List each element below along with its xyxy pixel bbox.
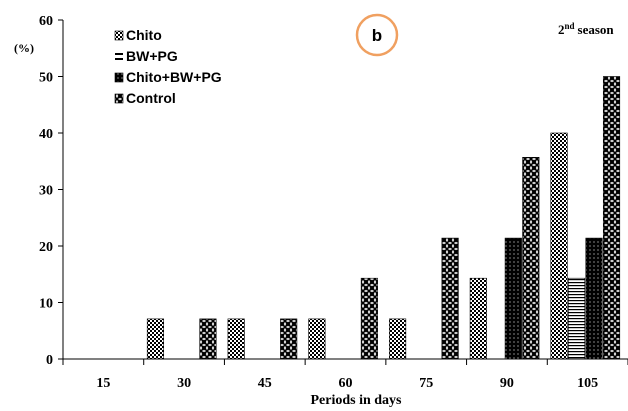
bar-control-60: [360, 277, 378, 360]
y-axis-label: (%): [14, 41, 34, 55]
legend-label: Control: [126, 90, 176, 106]
legend-label: BW+PG: [126, 48, 178, 64]
legend-item: Chito: [114, 27, 162, 43]
bar-chito-bw-pg-105: [585, 237, 603, 360]
x-tick-label: 60: [339, 376, 353, 391]
legend-swatch: [114, 30, 124, 41]
bar-chito-45: [227, 318, 245, 360]
legend-swatch: [114, 93, 124, 104]
bar-control-75: [441, 237, 459, 360]
legend-label: Chito+BW+PG: [126, 69, 222, 85]
legend-item: BW+PG: [115, 48, 178, 64]
y-tick-label: 40: [39, 127, 53, 142]
x-tick-label: 90: [500, 376, 514, 391]
y-tick-label: 10: [39, 297, 53, 312]
bar-control-30: [199, 318, 217, 360]
x-axis-title: Periods in days: [310, 393, 402, 408]
y-tick-label: 20: [39, 240, 53, 255]
x-tick-label: 75: [419, 376, 433, 391]
badge-letter: b: [372, 26, 382, 45]
y-tick-label: 50: [39, 71, 53, 86]
y-tick-label: 30: [39, 184, 53, 199]
y-tick-label: 60: [39, 14, 53, 29]
season-number: 2: [558, 22, 565, 37]
y-tick-label: 0: [46, 353, 53, 368]
bar-chito-75: [389, 318, 407, 360]
bar-chito-60: [308, 318, 326, 360]
season-word: season: [578, 22, 615, 37]
legend-item: Chito+BW+PG: [114, 69, 222, 85]
chart-badge: b: [355, 13, 399, 57]
legend-swatch: [114, 72, 124, 83]
x-axis: 15 30 45 60 75 90 105: [62, 358, 628, 391]
legend-label: Chito: [126, 27, 162, 43]
bar-control-105: [602, 76, 621, 360]
legend: Chito BW+PG Chito+BW+PG Control: [114, 27, 222, 106]
bar-control-45: [280, 318, 298, 360]
x-tick-label: 45: [258, 376, 272, 391]
legend-item: Control: [114, 90, 176, 106]
x-tick-label: 15: [96, 376, 110, 391]
plot-area: [146, 76, 621, 360]
bar-control-90: [522, 156, 540, 360]
bar-bw-pg-105: [567, 277, 586, 360]
legend-swatch: [115, 53, 123, 55]
season-suffix: nd: [565, 21, 575, 31]
badge-ring: [355, 13, 399, 57]
bar-chito-30: [146, 318, 165, 360]
bar-chito-105: [550, 132, 568, 360]
legend-swatch: [115, 58, 123, 60]
y-axis: 0 10 20 30 40 50 60: [39, 14, 64, 368]
x-tick-label: 30: [177, 376, 191, 391]
bar-chito-90: [469, 277, 487, 360]
bar-chito-bw-pg-90: [504, 237, 522, 360]
season-label: 2nd season: [558, 21, 614, 37]
x-tick-label: 105: [577, 376, 598, 391]
